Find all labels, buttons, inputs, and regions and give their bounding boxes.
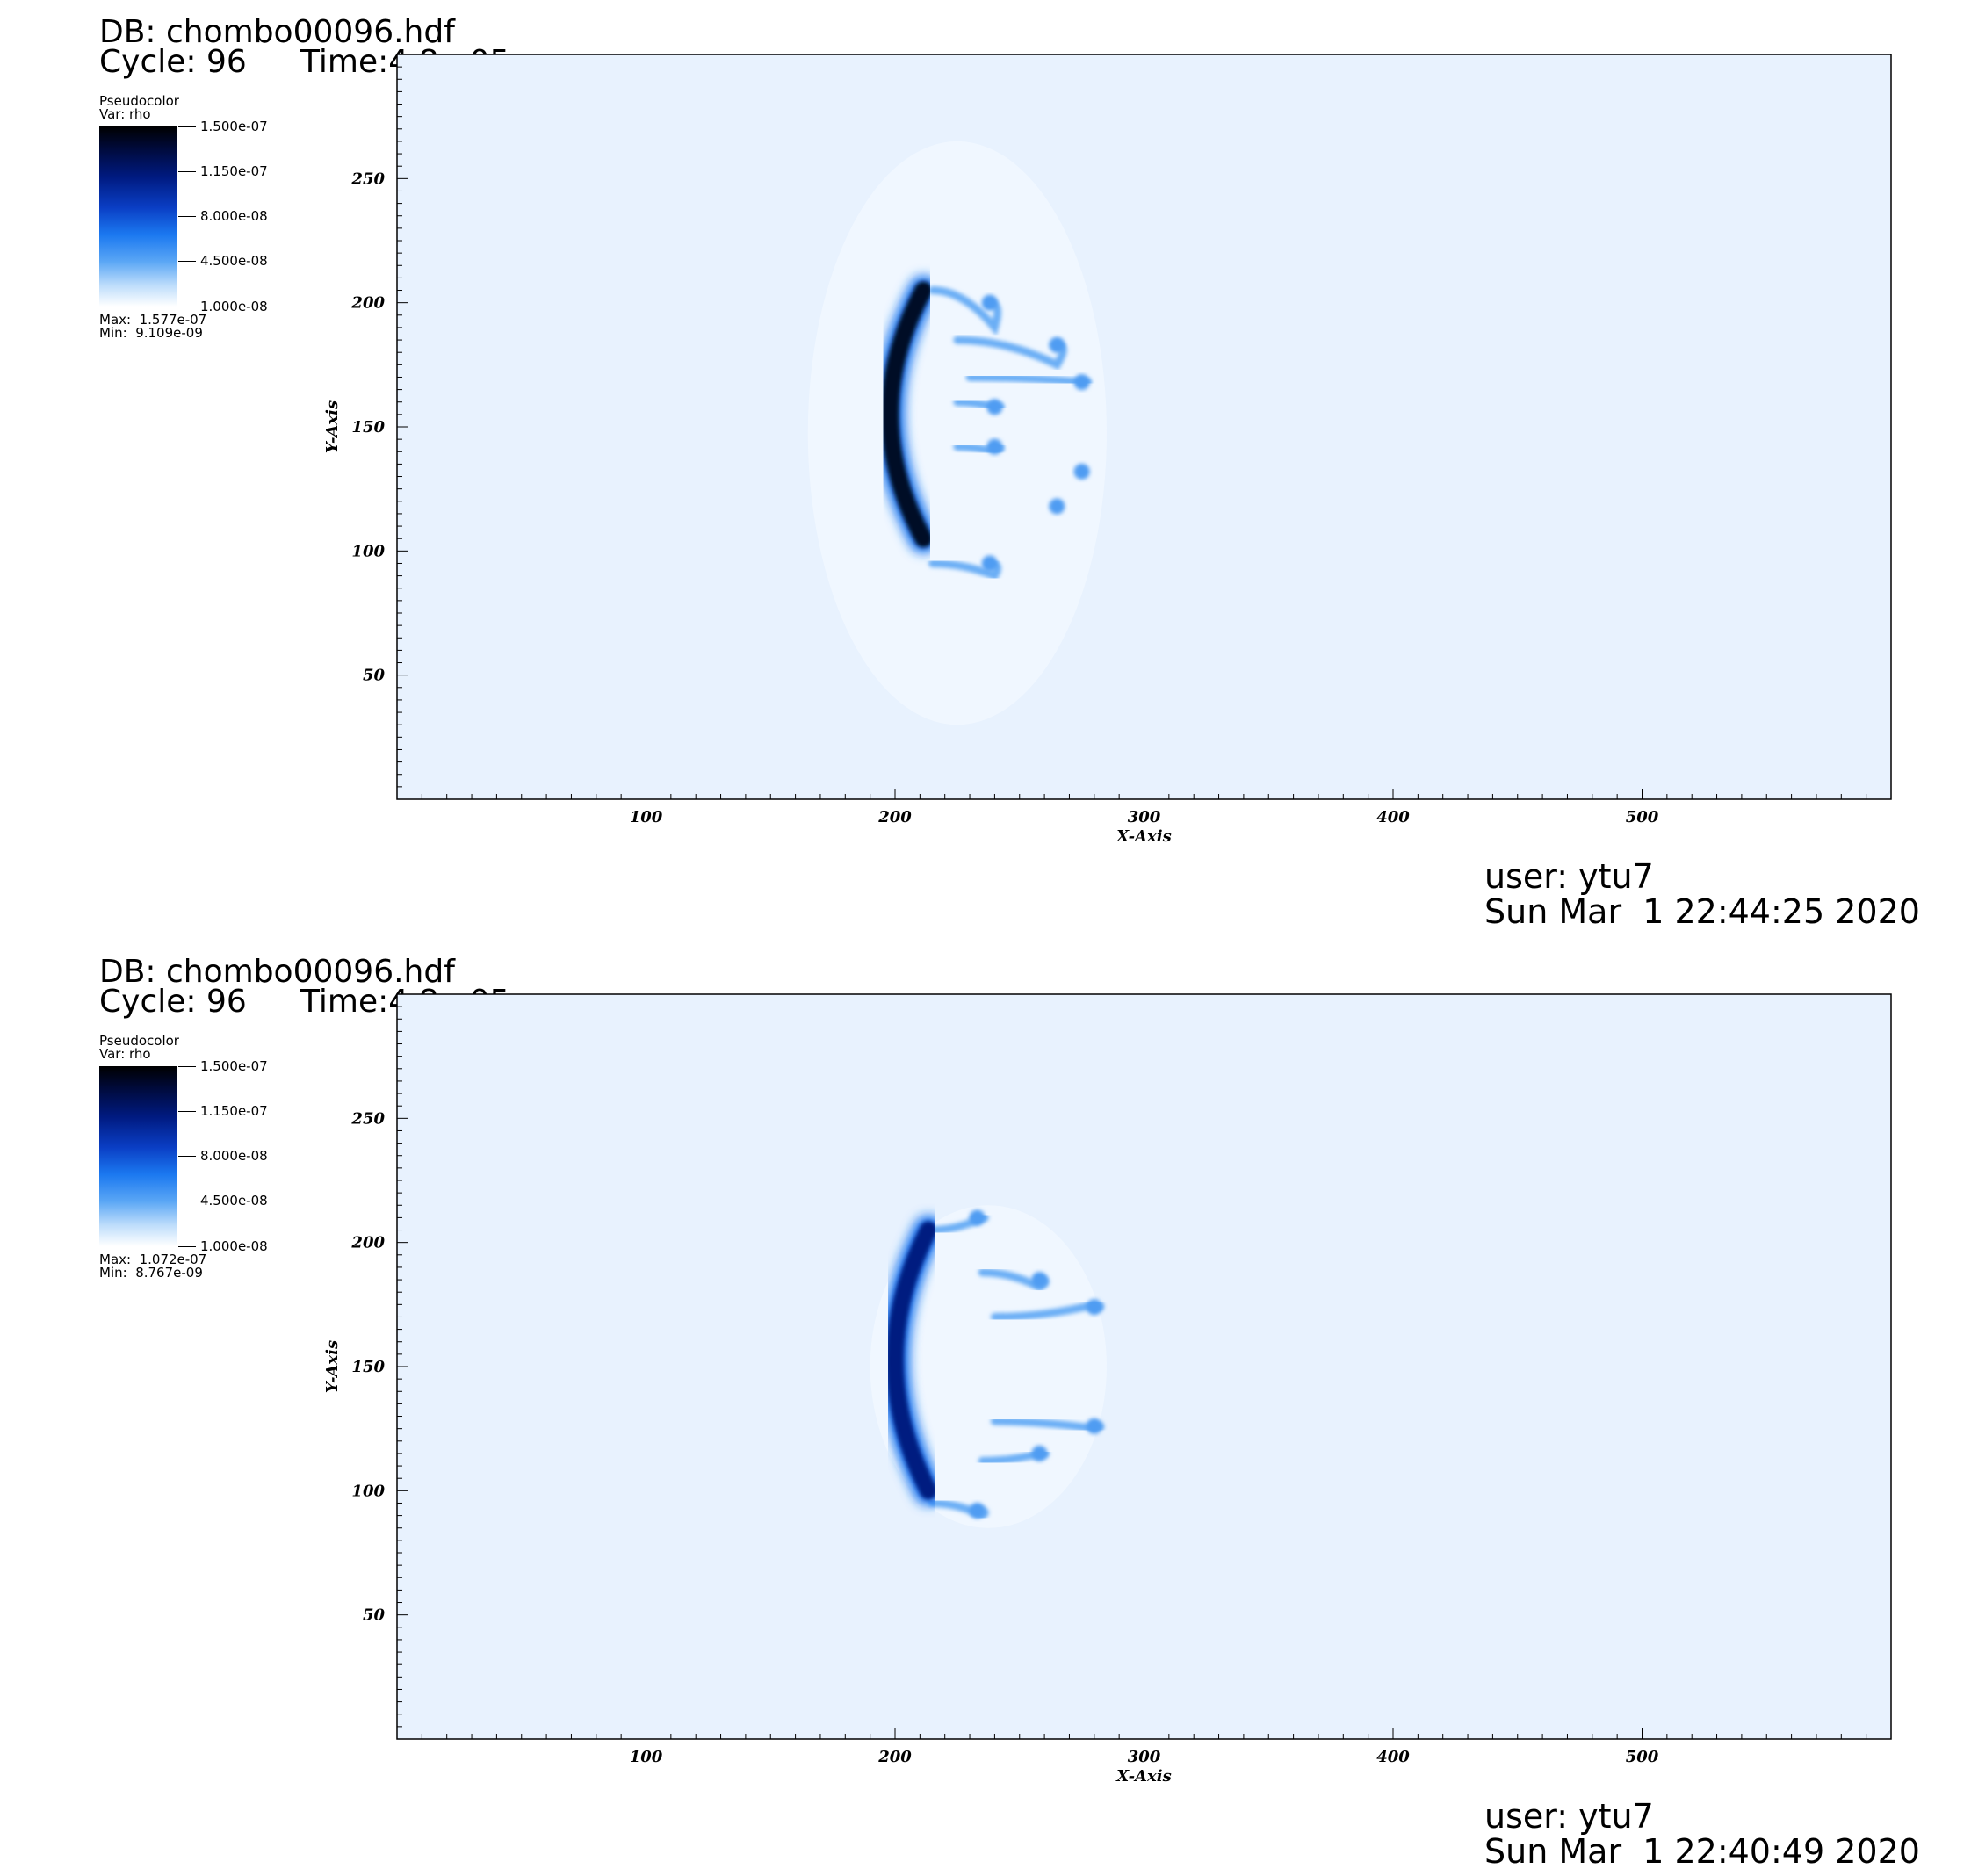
x-axis-label: X-Axis <box>1115 827 1171 846</box>
y-tick-label: 150 <box>351 1358 385 1376</box>
finger-tip <box>1049 498 1065 515</box>
x-tick-label: 100 <box>630 1748 663 1766</box>
front-core <box>881 281 933 548</box>
user-label: user: ytu7 <box>1484 857 1654 896</box>
colorbar-tick-label: 8.000e-08 <box>200 1148 268 1164</box>
front-core <box>886 1221 937 1500</box>
legend-max: Max: 1.577e-07 <box>99 312 207 328</box>
colorbar-tick <box>178 1246 196 1247</box>
legend-max: Max: 1.072e-07 <box>99 1252 207 1267</box>
x-tick-label: 400 <box>1376 808 1410 826</box>
plot-area <box>397 54 1891 799</box>
db-label: DB: chombo00096.hdf <box>99 954 455 990</box>
colorbar-tick <box>178 1111 196 1112</box>
heatmap-plot: 100 200 300 400 500 50 100 150 200 250 X-Axis Y-Axi… <box>323 993 1892 1786</box>
x-tick-label: 200 <box>877 808 912 826</box>
y-tick-label: 250 <box>350 1109 385 1128</box>
cycle-label: Cycle: 96 <box>99 984 247 1020</box>
colorbar-tick <box>178 126 196 127</box>
finger-tip <box>1031 1445 1048 1461</box>
y-axis-label: Y-Axis <box>323 400 342 453</box>
colorbar-tick-label: 1.150e-07 <box>200 163 268 179</box>
finger-tip <box>1073 463 1090 480</box>
finger-tip <box>986 399 1003 415</box>
finger-tip <box>969 1502 986 1519</box>
legend-var-label: Var: rho <box>99 1046 151 1062</box>
x-tick-label: 500 <box>1626 808 1659 826</box>
y-tick-label: 200 <box>350 294 385 313</box>
y-tick-label: 200 <box>350 1234 385 1252</box>
colorbar-tick <box>178 171 196 172</box>
legend-min: Min: 9.109e-09 <box>99 325 203 341</box>
colorbar <box>99 126 177 307</box>
heatmap-plot: 100 200 300 400 500 50 100 150 200 250 X-Axis Y-Axi… <box>323 54 1892 846</box>
legend-var-label: Var: rho <box>99 106 151 122</box>
shell-region <box>870 1205 1107 1528</box>
colorbar-tick-label: 4.500e-08 <box>200 1193 268 1209</box>
date-label: Sun Mar 1 22:44:25 2020 <box>1484 892 1920 931</box>
y-tick-label: 50 <box>363 1606 386 1625</box>
plot-area <box>397 994 1891 1739</box>
colorbar-tick-label: 1.150e-07 <box>200 1103 268 1119</box>
legend-min: Min: 8.767e-09 <box>99 1265 203 1281</box>
colorbar-tick-label: 1.000e-08 <box>200 1238 268 1254</box>
colorbar-tick-label: 8.000e-08 <box>200 208 268 224</box>
legend-plot-type: Pseudocolor <box>99 1033 179 1049</box>
finger-tip <box>1086 1418 1102 1434</box>
finger-tip <box>981 294 998 311</box>
colorbar <box>99 1066 177 1246</box>
x-tick-label: 200 <box>877 1748 912 1766</box>
shell-region <box>807 141 1107 725</box>
plot-panel: DB: chombo00096.hdf Cycle: 96 Time:4.8e-… <box>0 940 1971 1876</box>
finger-tip <box>1073 374 1090 391</box>
finger-tip <box>981 555 998 572</box>
y-axis-label: Y-Axis <box>323 1340 342 1393</box>
y-tick-label: 150 <box>351 418 385 437</box>
colorbar-tick-label: 4.500e-08 <box>200 253 268 269</box>
date-label: Sun Mar 1 22:40:49 2020 <box>1484 1832 1920 1871</box>
y-tick-label: 100 <box>351 1482 385 1500</box>
finger-tip <box>1031 1272 1048 1288</box>
y-tick-label: 50 <box>363 667 386 685</box>
finger-tip <box>1086 1299 1102 1316</box>
colorbar-tick <box>178 216 196 217</box>
colorbar-tick-label: 1.000e-08 <box>200 299 268 314</box>
x-tick-label: 500 <box>1626 1748 1659 1766</box>
cycle-label: Cycle: 96 <box>99 44 247 80</box>
x-tick-label: 100 <box>630 808 663 826</box>
x-axis-label: X-Axis <box>1115 1767 1171 1786</box>
colorbar-tick <box>178 1066 196 1067</box>
x-tick-label: 300 <box>1128 1748 1161 1766</box>
colorbar-tick <box>178 1156 196 1157</box>
colorbar-tick-label: 1.500e-07 <box>200 119 268 134</box>
y-tick-label: 250 <box>350 170 385 188</box>
x-tick-label: 400 <box>1376 1748 1410 1766</box>
x-tick-label: 300 <box>1128 808 1161 826</box>
db-label: DB: chombo00096.hdf <box>99 14 455 50</box>
user-label: user: ytu7 <box>1484 1797 1654 1836</box>
colorbar-tick <box>178 261 196 262</box>
plot-panel: DB: chombo00096.hdf Cycle: 96 Time:4.8e-… <box>0 0 1971 936</box>
finger-tip <box>969 1209 986 1226</box>
colorbar-tick-label: 1.500e-07 <box>200 1058 268 1074</box>
finger-tip <box>986 438 1003 455</box>
finger-tip <box>1049 336 1065 353</box>
legend-plot-type: Pseudocolor <box>99 93 179 109</box>
y-tick-label: 100 <box>351 542 385 560</box>
